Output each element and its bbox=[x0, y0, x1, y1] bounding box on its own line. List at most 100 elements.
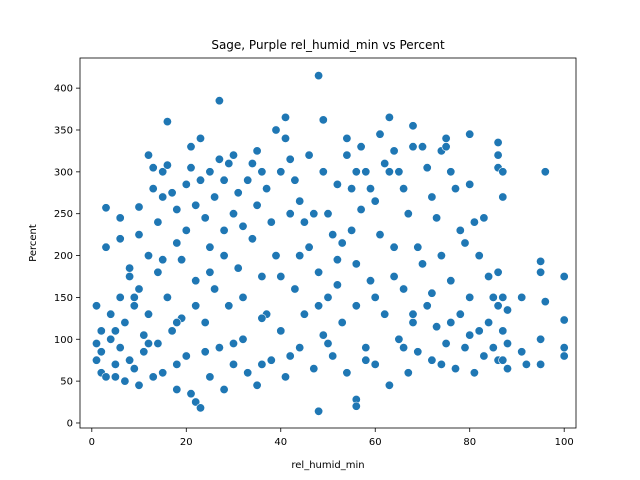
data-point bbox=[139, 330, 149, 340]
data-point bbox=[488, 343, 498, 353]
y-tick-label: 400 bbox=[54, 84, 73, 95]
data-point bbox=[328, 230, 338, 240]
data-point bbox=[285, 209, 295, 219]
data-point bbox=[365, 276, 375, 286]
plot-frame bbox=[79, 57, 577, 429]
data-point bbox=[280, 372, 290, 382]
y-tick-label: 0 bbox=[67, 418, 73, 429]
data-point bbox=[351, 401, 361, 411]
data-point bbox=[172, 205, 182, 215]
data-point bbox=[399, 284, 409, 294]
data-point bbox=[351, 167, 361, 177]
data-point bbox=[413, 347, 423, 357]
data-point bbox=[196, 403, 206, 413]
data-point bbox=[337, 317, 347, 327]
data-point bbox=[162, 292, 172, 302]
data-point bbox=[134, 202, 144, 212]
x-tick-label: 40 bbox=[274, 437, 287, 448]
data-point bbox=[314, 267, 324, 277]
data-point bbox=[129, 364, 139, 374]
data-point bbox=[214, 343, 224, 353]
data-point bbox=[460, 343, 470, 353]
data-point bbox=[191, 200, 201, 210]
data-point bbox=[488, 292, 498, 302]
y-axis-label: Percent bbox=[28, 224, 39, 262]
data-point bbox=[559, 351, 569, 361]
data-point bbox=[441, 338, 451, 348]
data-point bbox=[110, 372, 120, 382]
data-point bbox=[139, 347, 149, 357]
data-point bbox=[455, 309, 465, 319]
data-point bbox=[455, 225, 465, 235]
data-point bbox=[318, 115, 328, 125]
data-point bbox=[238, 221, 248, 231]
data-point bbox=[172, 317, 182, 327]
data-point bbox=[521, 359, 531, 369]
data-point bbox=[408, 309, 418, 319]
data-point bbox=[191, 301, 201, 311]
data-point bbox=[247, 159, 257, 169]
data-point bbox=[328, 351, 338, 361]
data-point bbox=[323, 209, 333, 219]
data-point bbox=[115, 343, 125, 353]
data-point bbox=[92, 355, 102, 365]
data-point bbox=[144, 338, 154, 348]
data-point bbox=[502, 364, 512, 374]
chart-title: Sage, Purple rel_humid_min vs Percent bbox=[211, 38, 445, 52]
data-point bbox=[110, 359, 120, 369]
data-point bbox=[106, 309, 116, 319]
data-point bbox=[210, 284, 220, 294]
data-point bbox=[559, 271, 569, 281]
data-point bbox=[153, 267, 163, 277]
data-point bbox=[446, 167, 456, 177]
data-point bbox=[205, 167, 215, 177]
data-point bbox=[148, 184, 158, 194]
data-point bbox=[295, 196, 305, 206]
data-point bbox=[144, 251, 154, 261]
data-point bbox=[427, 288, 437, 298]
data-point bbox=[469, 217, 479, 227]
data-point bbox=[498, 292, 508, 302]
data-point bbox=[214, 96, 224, 106]
data-point bbox=[238, 292, 248, 302]
data-point bbox=[498, 192, 508, 202]
data-point bbox=[441, 133, 451, 143]
data-point bbox=[384, 380, 394, 390]
data-point bbox=[158, 192, 168, 202]
data-point bbox=[162, 117, 172, 127]
x-tick-label: 60 bbox=[369, 437, 382, 448]
data-point bbox=[219, 251, 229, 261]
data-point bbox=[229, 150, 239, 160]
x-tick-label: 80 bbox=[463, 437, 476, 448]
data-point bbox=[493, 267, 503, 277]
data-point bbox=[299, 309, 309, 319]
data-point bbox=[413, 242, 423, 252]
data-point bbox=[177, 255, 187, 265]
data-point bbox=[257, 313, 267, 323]
data-point bbox=[196, 133, 206, 143]
data-point bbox=[351, 259, 361, 269]
data-point bbox=[167, 188, 177, 198]
data-point bbox=[422, 301, 432, 311]
data-point bbox=[540, 297, 550, 307]
data-point bbox=[465, 330, 475, 340]
data-point bbox=[181, 351, 191, 361]
data-point bbox=[432, 322, 442, 332]
data-point bbox=[134, 284, 144, 294]
data-point bbox=[361, 343, 371, 353]
data-point bbox=[389, 271, 399, 281]
data-point bbox=[247, 234, 257, 244]
data-point bbox=[314, 301, 324, 311]
data-point bbox=[309, 364, 319, 374]
data-point bbox=[120, 317, 130, 327]
data-point bbox=[262, 184, 272, 194]
data-point bbox=[342, 133, 352, 143]
y-tick-label: 350 bbox=[54, 125, 73, 136]
data-point bbox=[285, 351, 295, 361]
data-point bbox=[134, 230, 144, 240]
data-point bbox=[370, 359, 380, 369]
data-point bbox=[125, 263, 135, 273]
data-point bbox=[101, 242, 111, 252]
data-point bbox=[257, 359, 267, 369]
